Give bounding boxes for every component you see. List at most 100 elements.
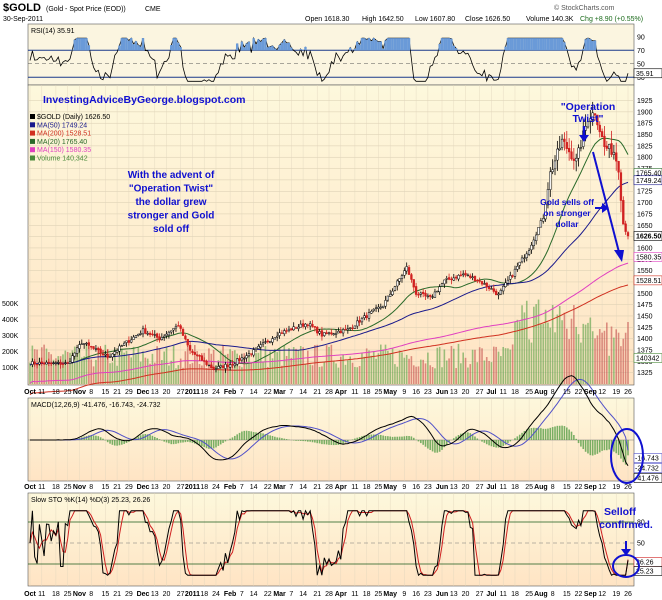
x-tick-label: 14: [299, 591, 307, 598]
volume-tick-label: 200K: [2, 349, 19, 356]
volume-bar: [415, 366, 417, 384]
candle-body: [518, 261, 521, 266]
legend-swatch: [30, 114, 35, 119]
x-tick-label: 13: [450, 591, 458, 598]
chart-date: 30-Sep-2011: [3, 16, 43, 23]
candle-body: [556, 148, 559, 161]
volume-bar: [203, 352, 206, 384]
candle-body: [186, 339, 189, 346]
volume-bar: [85, 344, 88, 384]
candle-body: [240, 357, 244, 361]
candle-body: [433, 291, 437, 298]
volume-bar: [620, 346, 622, 384]
candle-body: [452, 277, 455, 281]
x-tick-label: 18: [200, 389, 208, 396]
advent-line: With the advent of: [128, 170, 215, 181]
macd-tag-box: [633, 453, 662, 463]
price-tick-label: 1875: [637, 121, 653, 128]
candle-body: [283, 330, 286, 335]
macd-line: [30, 375, 629, 466]
price-tag: 1580.35: [636, 254, 661, 261]
candle-body: [320, 330, 324, 337]
advent-line: stronger and Gold: [128, 211, 215, 222]
volume-bar: [474, 349, 476, 384]
volume-bar: [318, 366, 321, 384]
volume-bar: [69, 352, 71, 384]
candle-body: [214, 368, 218, 370]
volume-bar: [139, 361, 142, 384]
x-tick-label: 27: [476, 484, 484, 491]
macd-tag-box: [633, 463, 662, 473]
volume-bar: [321, 366, 323, 384]
candle-body: [509, 275, 512, 280]
candle-body: [75, 347, 79, 354]
volume-bar: [170, 360, 173, 384]
volume-bar: [149, 363, 151, 384]
candle-body: [422, 291, 425, 295]
candle-body: [567, 147, 571, 153]
candle-body: [393, 286, 397, 291]
credit: © StockCharts.com: [554, 4, 615, 12]
candle-body: [137, 333, 140, 336]
x-tick-label: 9: [402, 484, 406, 491]
volume-bar: [587, 322, 589, 384]
candle-body: [290, 328, 293, 331]
candle-body: [259, 344, 262, 348]
volume-bar: [460, 363, 462, 384]
rsi-tick-label: 70: [637, 48, 645, 55]
volume-bar: [92, 366, 95, 384]
x-tick-label: Feb: [224, 389, 236, 396]
x-tick-label: 11: [500, 484, 507, 491]
volume-bar: [436, 347, 439, 384]
candle-body: [516, 265, 519, 270]
candle-body: [212, 366, 215, 370]
volume-bar: [252, 362, 255, 384]
x-tick-label: May: [383, 591, 397, 598]
candle-body: [386, 295, 390, 301]
volume-bar: [88, 344, 90, 384]
candle-body: [200, 355, 204, 361]
volume-bar: [372, 351, 375, 384]
volume-bar: [504, 348, 507, 384]
x-tick-label: 18: [363, 591, 371, 598]
volume-bar: [257, 352, 260, 384]
ohlc-change: Chg +8.90 (+0.55%): [580, 16, 643, 23]
candle-body: [146, 333, 149, 335]
x-tick-label: Jul: [486, 591, 496, 598]
x-tick-label: 7: [240, 484, 244, 491]
x-tick-label: 25: [525, 591, 533, 598]
volume-bar: [52, 359, 55, 384]
volume-bar: [434, 368, 436, 384]
rsi-label: RSI(14) 35.91: [31, 28, 75, 35]
volume-bar: [295, 348, 297, 384]
volume-bar: [116, 365, 118, 384]
volume-bar: [339, 356, 342, 384]
volume-bar: [379, 344, 382, 384]
candle-body: [261, 342, 265, 345]
price-tick-label: 1725: [637, 189, 653, 196]
price-tag-box: [633, 252, 662, 262]
price-tick-label: 1500: [637, 291, 653, 298]
volume-bar: [464, 357, 467, 384]
candle-body: [42, 362, 46, 365]
volume-bar: [469, 364, 472, 384]
x-tick-label: 11: [38, 484, 45, 491]
candle-body: [591, 112, 594, 120]
volume-bar: [62, 354, 64, 384]
volume-bar: [613, 337, 615, 384]
volume-bar: [565, 328, 568, 384]
candle-body: [367, 312, 371, 319]
volume-bar: [516, 319, 519, 384]
candle-body: [191, 350, 194, 353]
candle-body: [372, 308, 375, 311]
x-tick-label: 16: [412, 484, 420, 491]
x-tick-label: 14: [250, 591, 258, 598]
x-tick-label: 18: [363, 389, 371, 396]
x-tick-label: 9: [402, 591, 406, 598]
symbol: $GOLD: [3, 2, 41, 14]
price-tag: 140342: [636, 356, 659, 363]
candle-body: [158, 336, 161, 341]
volume-bar: [71, 350, 74, 384]
volume-bar: [113, 348, 116, 384]
volume-bar: [186, 346, 189, 384]
